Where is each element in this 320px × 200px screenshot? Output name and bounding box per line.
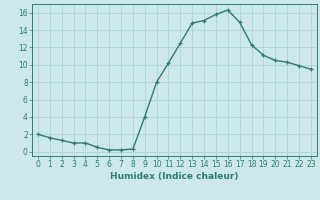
X-axis label: Humidex (Indice chaleur): Humidex (Indice chaleur) <box>110 172 239 181</box>
